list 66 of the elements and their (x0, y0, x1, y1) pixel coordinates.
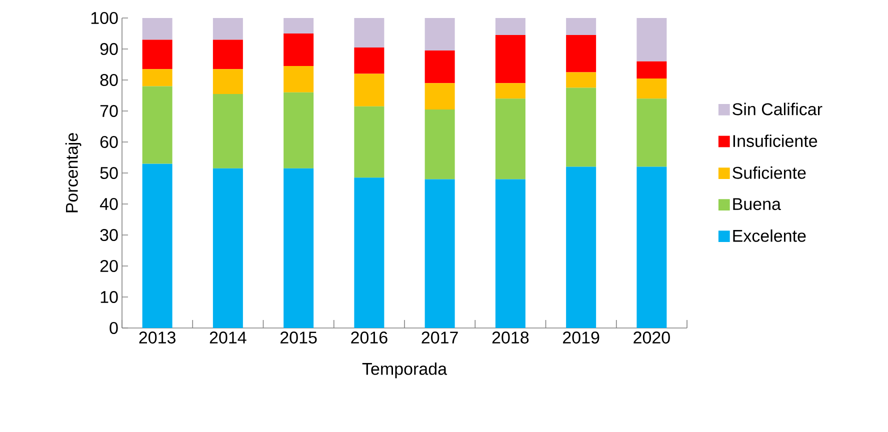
legend-label: Sin Calificar (732, 102, 822, 116)
y-tick-label: 40 (100, 198, 118, 210)
bar (354, 178, 384, 328)
bar (636, 98, 667, 167)
bar (424, 83, 455, 110)
y-tick-label: 0 (110, 322, 118, 334)
bar (566, 35, 596, 72)
bar (212, 168, 243, 328)
bar (566, 18, 596, 36)
bar (212, 18, 243, 40)
legend-label: Buena (733, 198, 781, 210)
y-tick-label: 60 (100, 136, 118, 148)
bar (495, 179, 526, 328)
bar (142, 40, 172, 70)
bar (636, 61, 667, 78)
bar (495, 98, 526, 180)
bar (636, 18, 667, 62)
x-tick-label: 2015 (280, 332, 317, 344)
bar (424, 18, 455, 51)
y-tick-label: 30 (100, 228, 118, 242)
bar (424, 109, 455, 180)
bar (566, 72, 596, 88)
bar (142, 164, 172, 328)
bar (495, 35, 526, 84)
y-tick-label: 90 (100, 42, 118, 56)
bar (142, 18, 172, 40)
x-tick-label: 2014 (210, 332, 246, 344)
x-tick-label: 2019 (563, 332, 600, 344)
bar (284, 18, 314, 34)
bar (142, 86, 172, 164)
legend-label: Suficiente (732, 166, 806, 179)
bar (424, 50, 455, 84)
y-tick-label: 80 (100, 74, 118, 86)
bar (354, 18, 384, 48)
x-tick-label: 2016 (351, 332, 388, 344)
x-tick-label: 2020 (634, 332, 670, 344)
bar (566, 166, 596, 328)
legend-label: Excelente (733, 229, 806, 242)
bar (636, 78, 667, 99)
bar (212, 69, 243, 94)
y-tick-label: 50 (100, 166, 118, 180)
y-tick-label: 10 (100, 290, 118, 304)
bar (495, 18, 526, 36)
y-tick-label: 20 (100, 260, 118, 272)
bar (636, 166, 667, 328)
x-tick-label: 2017 (422, 332, 458, 344)
bar (212, 40, 243, 70)
x-axis-title: Temporada (362, 362, 448, 378)
bar (566, 88, 596, 167)
bar (354, 74, 384, 106)
bar (495, 83, 526, 99)
x-tick-label: 2013 (139, 332, 176, 344)
bar (284, 34, 314, 66)
bar (142, 69, 172, 86)
bar (284, 92, 314, 168)
bar (424, 179, 455, 328)
bar (354, 47, 384, 74)
y-tick-label: 100 (91, 12, 118, 24)
bar (284, 168, 314, 328)
y-axis-title: Porcentaje (65, 133, 82, 212)
bar (284, 66, 314, 92)
legend-label: Insuficiente (733, 134, 818, 148)
x-tick-label: 2018 (492, 332, 529, 344)
bar (354, 106, 384, 178)
bar (212, 94, 243, 168)
y-tick-label: 70 (100, 104, 118, 118)
